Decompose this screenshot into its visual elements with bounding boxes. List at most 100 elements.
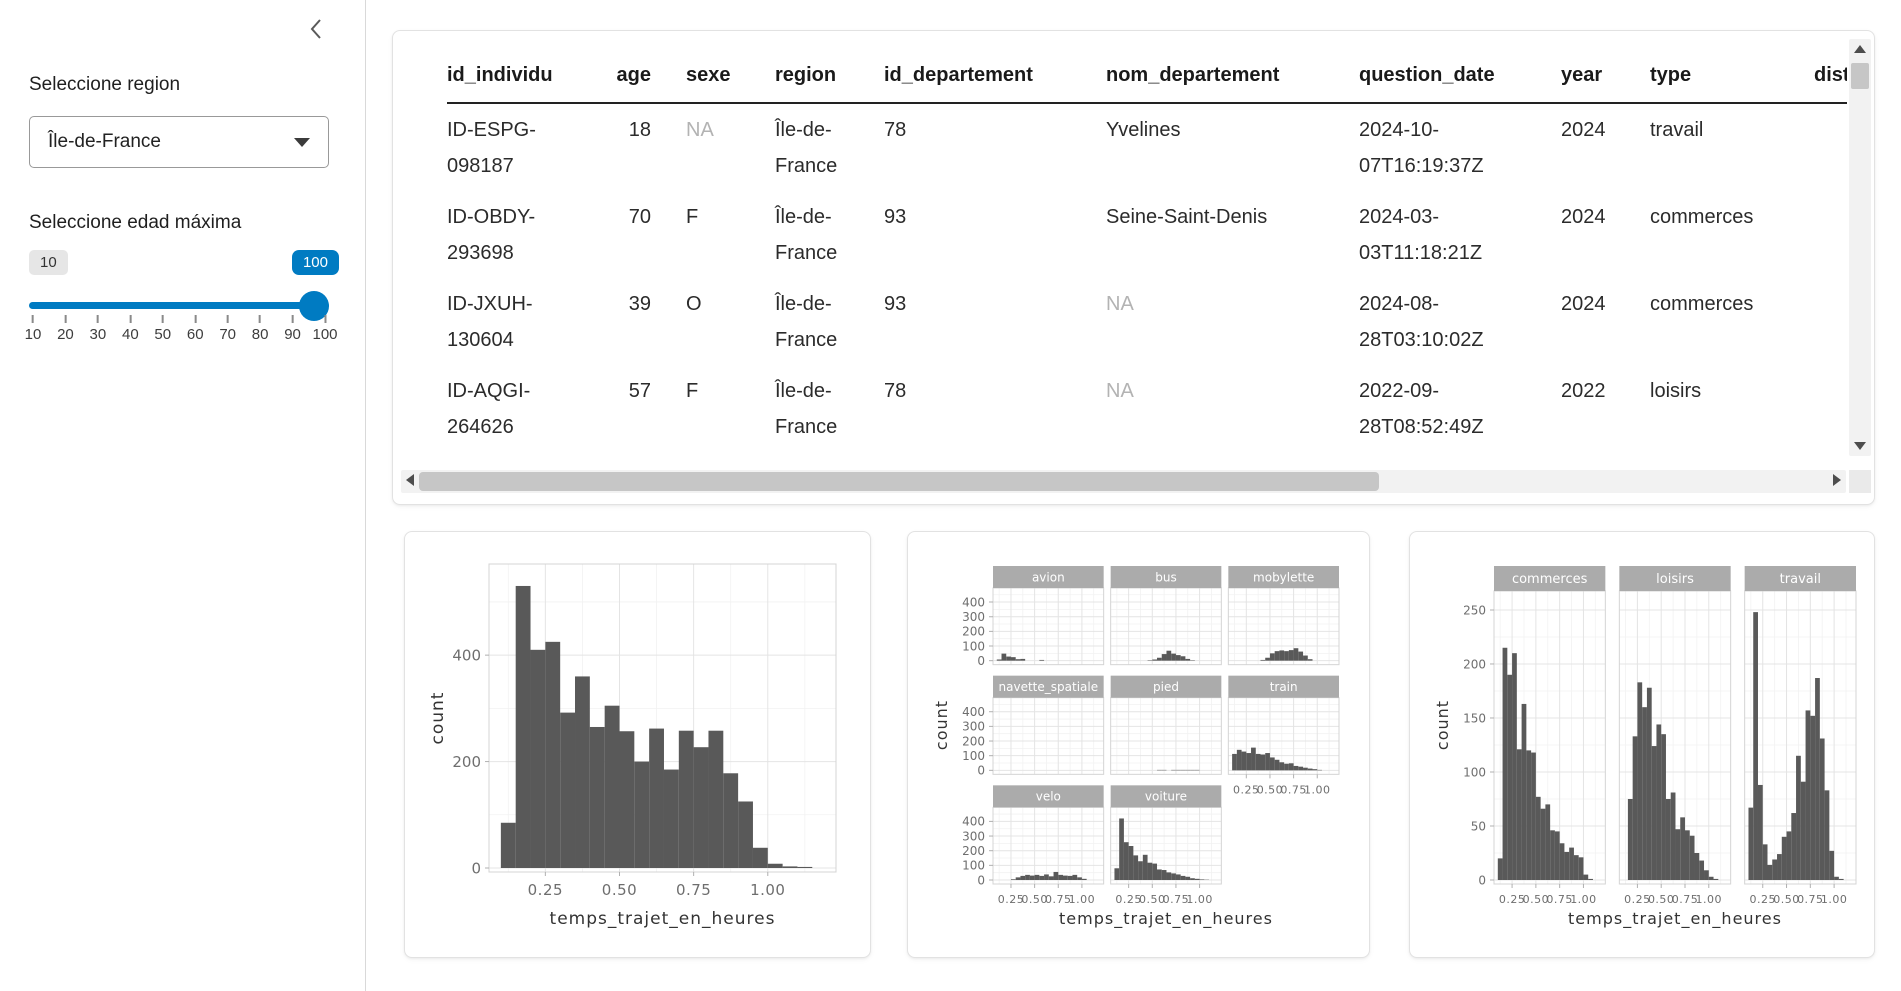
table-cell: O (686, 293, 702, 315)
svg-text:0.25: 0.25 (528, 881, 563, 899)
data-table: id_individu age sexe region id_departement no… (447, 31, 1847, 452)
table-cell: Yvelines (1106, 119, 1181, 141)
table-row: ID-ESPG-098187 18 NA Île-de-France 78 Yveline… (447, 103, 1847, 191)
slider-track[interactable] (29, 290, 329, 321)
column-header-question_date: question_date (1359, 31, 1561, 104)
svg-text:400: 400 (962, 815, 985, 829)
column-header-id_departement: id_departement (884, 31, 1106, 104)
svg-text:0.75: 0.75 (1672, 893, 1699, 906)
scroll-left-icon[interactable] (406, 474, 414, 486)
table-cell: ID-AQGI-264626 (447, 380, 531, 438)
column-header-age: age (611, 31, 686, 104)
table-cell: F (686, 380, 699, 402)
slider-tick: 30 (90, 315, 106, 343)
chevron-left-icon (309, 18, 323, 44)
svg-text:navette_spatiale: navette_spatiale (999, 680, 1099, 694)
scroll-right-icon[interactable] (1833, 474, 1841, 486)
svg-text:1.00: 1.00 (1570, 893, 1597, 906)
table-cell: 2024-08-28T03:10:02Z (1359, 293, 1484, 351)
svg-text:0.25: 0.25 (1499, 893, 1526, 906)
table-row: ID-OBDY-293698 70 F Île-de-France 93 Seine-Sa… (447, 191, 1847, 278)
table-cell (1814, 365, 1847, 452)
svg-text:temps_trajet_en_heures: temps_trajet_en_heures (550, 909, 776, 929)
table-cell: Île-de-France (775, 206, 838, 264)
svg-text:0.50: 0.50 (1139, 893, 1166, 906)
slider-tick: 40 (122, 315, 139, 343)
table-cell: 39 (628, 293, 651, 315)
chevron-down-icon (294, 137, 310, 147)
svg-text:300: 300 (962, 610, 985, 624)
column-header-year: year (1561, 31, 1650, 104)
svg-text:0.25: 0.25 (998, 893, 1025, 906)
table-cell: commerces (1650, 293, 1754, 315)
table-cell: 78 (884, 119, 907, 141)
histogram-card-by-type: commerces 0 50 100 150 200 250 0.25 0.50 0.75 1.00… (1409, 531, 1875, 958)
svg-text:avion: avion (1032, 570, 1065, 584)
sidebar-collapse-button[interactable] (305, 16, 327, 44)
svg-text:0: 0 (977, 654, 985, 668)
svg-text:voiture: voiture (1145, 790, 1187, 804)
vertical-scrollbar[interactable] (1849, 39, 1871, 456)
svg-text:0.75: 0.75 (1045, 893, 1072, 906)
scroll-down-icon[interactable] (1854, 442, 1866, 450)
scroll-up-icon[interactable] (1854, 45, 1866, 53)
svg-text:300: 300 (962, 829, 985, 843)
svg-text:1.00: 1.00 (1186, 893, 1213, 906)
svg-text:1.00: 1.00 (1304, 783, 1331, 796)
svg-text:mobylette: mobylette (1253, 570, 1314, 584)
svg-text:400: 400 (452, 647, 481, 665)
table-cell: 93 (884, 206, 907, 228)
svg-text:400: 400 (962, 595, 985, 609)
sidebar: Seleccione region Île-de-France Seleccio… (0, 0, 366, 991)
svg-text:200: 200 (452, 753, 481, 771)
table-row: ID-JXUH-130604 39 O Île-de-France 93 NA 2024-0… (447, 278, 1847, 365)
slider-tick: 70 (219, 315, 236, 343)
table-cell (1814, 278, 1847, 365)
table-cell: 2024 (1561, 293, 1606, 315)
data-table-card: id_individu age sexe region id_departement no… (392, 30, 1875, 505)
table-row: ID-AQGI-264626 57 F Île-de-France 78 NA 2022-0… (447, 365, 1847, 452)
svg-text:count: count (1433, 700, 1452, 750)
horizontal-scrollbar-thumb[interactable] (419, 472, 1379, 491)
region-select-label: Seleccione region (29, 74, 181, 95)
svg-text:0.50: 0.50 (1773, 893, 1800, 906)
svg-text:200: 200 (962, 844, 985, 858)
region-select[interactable]: Île-de-France (29, 116, 329, 168)
svg-text:0.75: 0.75 (1546, 893, 1573, 906)
svg-text:0.25: 0.25 (1233, 783, 1260, 796)
slider-tick: 80 (252, 315, 268, 343)
svg-text:pied: pied (1153, 680, 1179, 694)
histogram-card-overall: 0 200 400 0.25 0.50 0.75 1.00 count temps_trajet… (404, 531, 871, 958)
horizontal-scrollbar[interactable] (401, 470, 1846, 493)
svg-text:0.75: 0.75 (1797, 893, 1824, 906)
age-slider-label: Seleccione edad máxima (29, 212, 242, 233)
table-cell: commerces (1650, 206, 1754, 228)
svg-text:0.50: 0.50 (1648, 893, 1675, 906)
table-cell: 57 (628, 380, 651, 402)
table-cell: ID-OBDY-293698 (447, 206, 536, 264)
svg-text:0.50: 0.50 (602, 881, 637, 899)
vertical-scrollbar-thumb[interactable] (1851, 63, 1869, 89)
slider-tick: 100 (312, 315, 338, 343)
table-cell: NA (1106, 293, 1134, 315)
table-cell: 2022-09-28T08:52:49Z (1359, 380, 1484, 438)
table-cell: 70 (628, 206, 651, 228)
table-cell: 2022 (1561, 380, 1606, 402)
svg-text:1.00: 1.00 (1696, 893, 1723, 906)
svg-text:0.25: 0.25 (1749, 893, 1776, 906)
svg-text:100: 100 (962, 639, 985, 653)
table-cell: 2024-03-03T11:18:21Z (1359, 206, 1483, 264)
svg-text:100: 100 (962, 749, 985, 763)
slider-value-badge: 100 (291, 250, 339, 275)
svg-text:temps_trajet_en_heures: temps_trajet_en_heures (1568, 909, 1782, 929)
svg-text:0.50: 0.50 (1523, 893, 1550, 906)
svg-text:0.75: 0.75 (676, 881, 711, 899)
table-cell: Île-de-France (775, 380, 838, 438)
svg-text:200: 200 (1463, 657, 1486, 671)
table-cell: 93 (884, 293, 907, 315)
table-cell: Seine-Saint-Denis (1106, 206, 1268, 228)
svg-text:loisirs: loisirs (1656, 572, 1694, 587)
table-cell: loisirs (1650, 380, 1702, 402)
region-select-value: Île-de-France (48, 131, 161, 152)
